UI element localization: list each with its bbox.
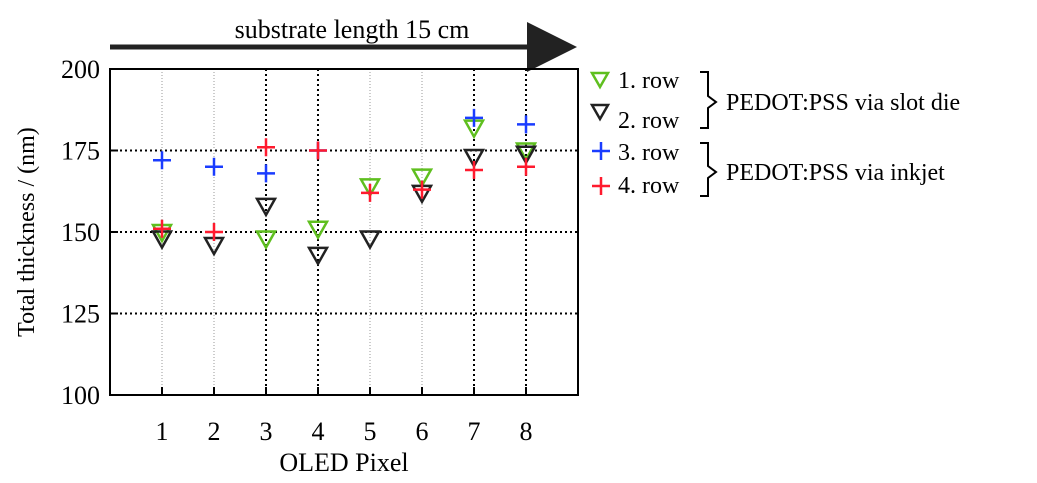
point-row4 bbox=[413, 180, 431, 199]
point-row1 bbox=[254, 230, 278, 251]
point-row2 bbox=[514, 145, 538, 166]
point-row4 bbox=[257, 138, 275, 157]
point-row2 bbox=[254, 197, 278, 218]
x-axis: 1 2 3 4 5 6 7 8 bbox=[156, 387, 533, 446]
legend-item-row2: 2. row bbox=[589, 103, 680, 134]
legend-item-row1: 1. row bbox=[589, 68, 680, 94]
x-tick-label: 2 bbox=[208, 417, 221, 446]
point-row2 bbox=[462, 148, 486, 169]
legend-bracket-inkjet bbox=[700, 142, 718, 197]
data-points bbox=[150, 108, 538, 267]
legend-label-row2: 2. row bbox=[618, 108, 680, 134]
x-tick-label: 1 bbox=[156, 417, 169, 446]
y-tick-label: 175 bbox=[61, 137, 100, 166]
legend-marker-triangle-down-icon bbox=[589, 103, 611, 122]
x-axis-title: OLED Pixel bbox=[279, 448, 408, 477]
legend-group-inkjet: PEDOT:PSS via inkjet bbox=[726, 160, 945, 186]
x-tick-label: 8 bbox=[520, 417, 533, 446]
point-row3 bbox=[153, 151, 171, 170]
point-row4 bbox=[361, 183, 379, 202]
point-row1 bbox=[306, 220, 330, 241]
y-tick-label: 150 bbox=[61, 218, 100, 247]
legend-bracket-slot-die bbox=[700, 71, 718, 129]
point-row4 bbox=[153, 219, 171, 238]
point-row4 bbox=[205, 223, 223, 241]
x-tick-label: 3 bbox=[260, 417, 273, 446]
point-row4 bbox=[465, 161, 483, 180]
legend-label-row4: 4. row bbox=[618, 173, 680, 199]
y-axis: 100 125 150 175 200 bbox=[61, 55, 118, 410]
point-row2 bbox=[358, 230, 382, 251]
point-row3 bbox=[517, 115, 535, 134]
point-row4 bbox=[309, 141, 327, 160]
point-row1 bbox=[358, 178, 382, 198]
point-row3 bbox=[205, 157, 223, 176]
grid bbox=[110, 69, 578, 395]
x-tick-label: 4 bbox=[312, 417, 325, 446]
legend-item-row4: 4. row bbox=[592, 173, 680, 199]
point-row2 bbox=[306, 246, 330, 267]
point-row3 bbox=[465, 108, 483, 127]
x-tick-label: 6 bbox=[416, 417, 429, 446]
legend-item-row3: 3. row bbox=[592, 140, 680, 166]
point-row3 bbox=[257, 164, 275, 183]
y-tick-label: 200 bbox=[61, 55, 100, 84]
substrate-length-label: substrate length 15 cm bbox=[235, 15, 470, 44]
point-row1 bbox=[514, 142, 538, 163]
y-tick-label: 125 bbox=[61, 300, 100, 329]
y-axis-title: Total thickness / (nm) bbox=[14, 127, 40, 337]
legend-marker-plus-icon bbox=[592, 142, 610, 160]
legend-group-slot-die: PEDOT:PSS via slot die bbox=[726, 90, 960, 116]
legend: 1. row 2. row 3. row 4. row PEDOT:PSS vi… bbox=[589, 68, 960, 199]
legend-marker-plus-icon bbox=[592, 177, 610, 195]
point-row4 bbox=[517, 157, 535, 176]
legend-label-row1: 1. row bbox=[618, 68, 680, 94]
legend-label-row3: 3. row bbox=[618, 140, 680, 166]
x-tick-label: 7 bbox=[468, 417, 481, 446]
x-tick-label: 5 bbox=[364, 417, 377, 446]
point-row1 bbox=[410, 168, 434, 189]
legend-marker-triangle-down-icon bbox=[589, 71, 611, 90]
y-tick-label: 100 bbox=[61, 381, 100, 410]
